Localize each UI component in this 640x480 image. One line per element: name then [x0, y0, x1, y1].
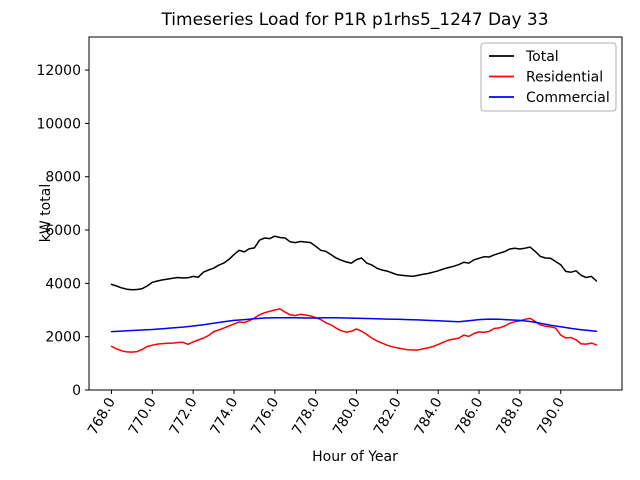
- y-tick-label: 10000: [36, 116, 81, 132]
- axes-spines: [88, 36, 623, 391]
- x-tick-label: 770.0: [126, 395, 160, 438]
- y-tick-label: 12000: [36, 63, 81, 79]
- chart-line-total: [110, 235, 598, 291]
- x-tick-label: 780.0: [330, 395, 364, 438]
- x-tick-label: 782.0: [371, 395, 405, 438]
- legend: Total Residential Commercial: [480, 42, 617, 112]
- chart-line-residential: [110, 308, 598, 353]
- chart-title: Timeseries Load for P1R p1rhs5_1247 Day …: [160, 10, 548, 30]
- legend-entry-total: Total: [525, 49, 559, 65]
- y-tick-label: 0: [72, 383, 81, 399]
- x-tick-label: 774.0: [208, 395, 242, 438]
- x-axis-label: Hour of Year: [312, 449, 398, 465]
- x-tick-label: 786.0: [453, 395, 487, 438]
- x-tick-label: 788.0: [493, 395, 527, 438]
- legend-entry-commercial: Commercial: [526, 90, 610, 106]
- x-tick-label: 772.0: [167, 395, 201, 438]
- legend-box: [480, 42, 617, 112]
- x-tick-label: 784.0: [412, 395, 446, 438]
- x-tick-label: 776.0: [248, 395, 282, 438]
- x-tick-label: 790.0: [534, 395, 568, 438]
- y-tick-label: 8000: [45, 170, 81, 186]
- x-tick-label: 778.0: [289, 395, 323, 438]
- y-tick-label: 6000: [45, 223, 81, 239]
- y-tick-label: 4000: [45, 276, 81, 292]
- y-axis-label: kW total: [38, 184, 54, 242]
- x-tick-label: 768.0: [85, 395, 119, 438]
- chart-line-commercial: [110, 316, 598, 333]
- y-tick-label: 2000: [45, 330, 81, 346]
- legend-entry-residential: Residential: [526, 70, 603, 86]
